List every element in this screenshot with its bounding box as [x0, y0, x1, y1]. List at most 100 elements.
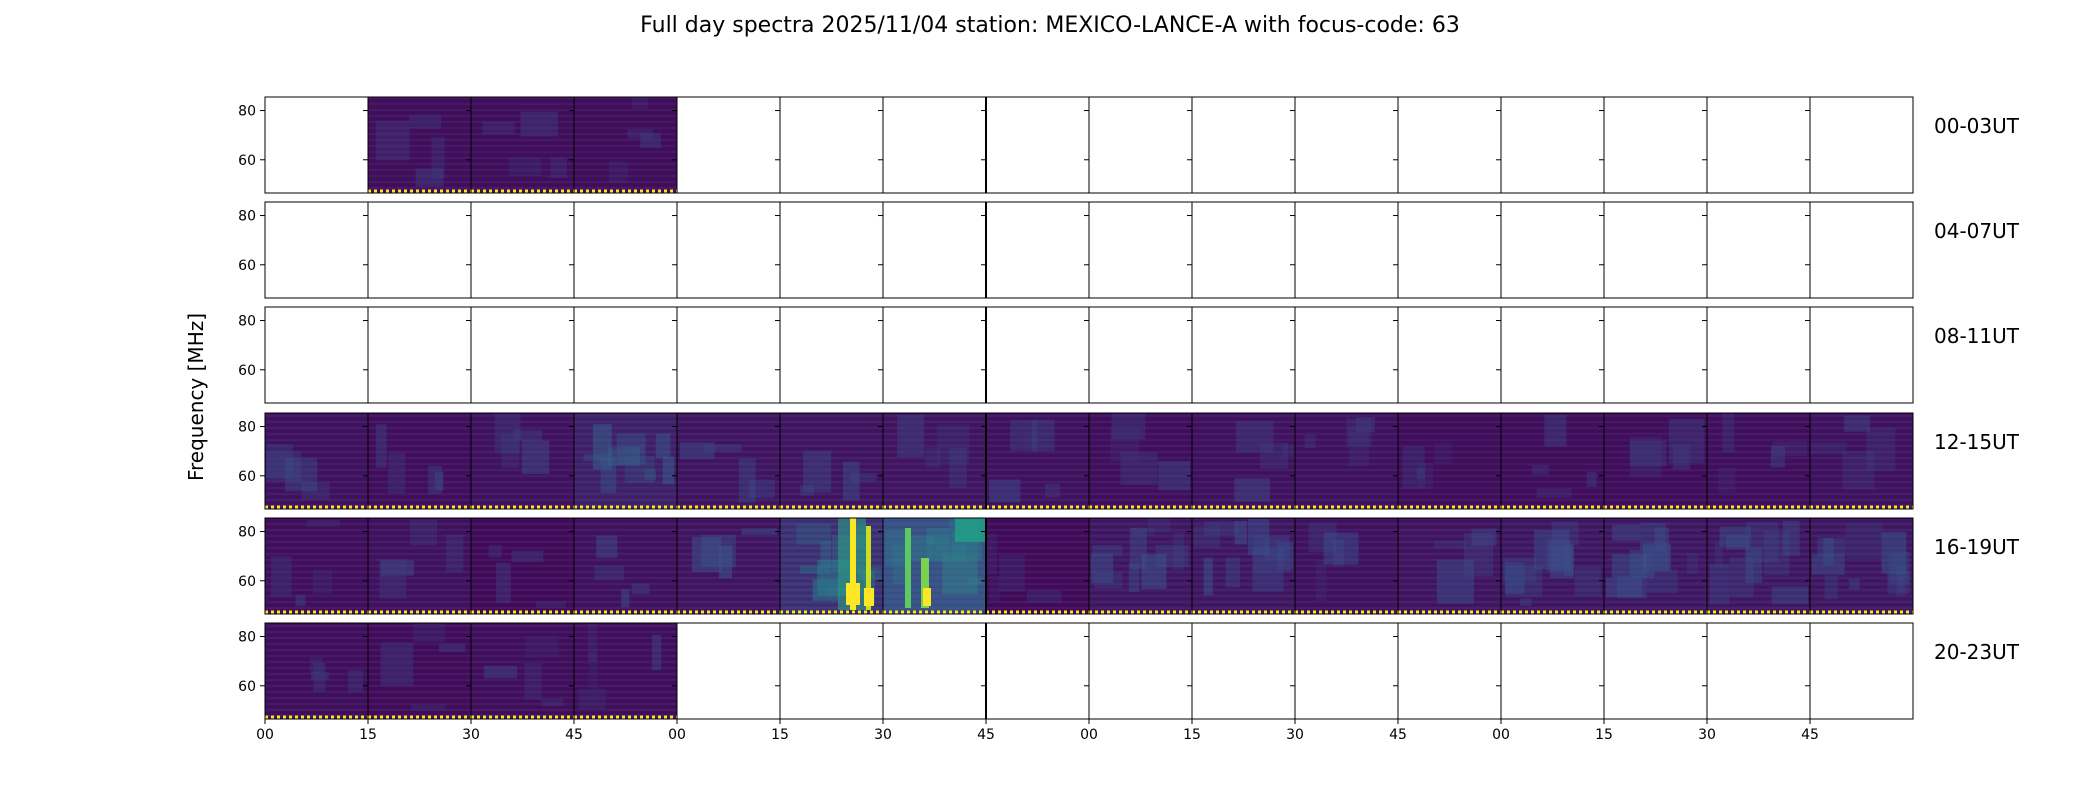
spectrum-noise	[1817, 537, 1846, 557]
spectrum-noise	[587, 623, 597, 662]
spectrum-noise	[446, 534, 464, 573]
spectrum-noise	[484, 665, 518, 679]
row-time-label: 08-11UT	[1934, 324, 2020, 348]
spectrum-noise	[1646, 569, 1678, 594]
burst-core	[864, 588, 874, 606]
spectrum-noise	[482, 121, 515, 135]
spectrum-noise	[885, 530, 906, 565]
spectrum-noise	[1770, 445, 1785, 468]
spectrum-noise	[1193, 525, 1221, 548]
spectrum-noise	[1131, 528, 1156, 536]
spectrum-noise	[1203, 558, 1213, 596]
row-20-23UT	[265, 623, 677, 719]
y-tick-label: 80	[238, 420, 256, 436]
spectrum-noise	[608, 161, 629, 184]
spectrum-noise	[1418, 463, 1433, 489]
x-tick-label: 45	[565, 727, 583, 743]
spectrum-texture	[883, 413, 986, 509]
spectrum-noise	[1234, 521, 1247, 545]
spectrum-noise	[1810, 442, 1847, 455]
spectrum-noise	[926, 527, 950, 562]
spectrum-noise	[306, 520, 340, 527]
spectrum-noise	[1544, 414, 1567, 447]
row-time-label: 12-15UT	[1934, 430, 2020, 454]
spectrum-noise	[496, 562, 511, 604]
spectrum-noise	[1536, 488, 1572, 498]
spectrum-texture	[780, 413, 883, 509]
spectrum-texture	[677, 413, 780, 509]
spectrum-noise	[521, 440, 550, 475]
spectrum-noise	[1772, 441, 1808, 457]
spectrum-noise	[1323, 532, 1359, 565]
spectrum-noise	[796, 523, 831, 545]
spectrum-noise	[431, 137, 445, 179]
row-12-15UT	[265, 413, 1913, 509]
spectrum-noise	[1010, 419, 1038, 451]
chart-title: Full day spectra 2025/11/04 station: MEX…	[640, 13, 1460, 38]
spectrum-noise	[1729, 557, 1754, 598]
spectrum-noise	[621, 588, 630, 608]
spectrum-noise	[632, 97, 648, 109]
spectrum-noise	[897, 415, 924, 458]
spectrum-noise	[600, 457, 617, 494]
spectrum-noise	[1433, 540, 1466, 549]
spectrum-noise	[1725, 534, 1749, 550]
spectrum-texture	[265, 518, 368, 614]
spectrum-noise	[1654, 527, 1669, 572]
row-frame	[264, 96, 1914, 194]
spectrum-noise	[578, 688, 606, 710]
spectrum-noise	[1253, 535, 1290, 573]
spectrum-noise	[1629, 440, 1667, 467]
spectrum-texture	[1192, 413, 1295, 509]
spectrum-noise	[1031, 419, 1055, 452]
spectrum-noise	[942, 554, 978, 595]
spectrum-noise	[380, 642, 414, 687]
y-tick-label: 60	[238, 258, 256, 274]
row-frame	[264, 412, 1914, 510]
spectrum-noise	[1141, 554, 1167, 589]
spectrum-noise	[704, 444, 742, 452]
spectrum-noise	[438, 643, 466, 653]
x-tick-label: 00	[668, 727, 686, 743]
spectrum-noise	[550, 157, 567, 179]
spectrum-noise	[588, 651, 598, 690]
x-tick-label: 30	[1286, 727, 1304, 743]
spectrum-noise	[1586, 471, 1597, 487]
burst-core	[923, 588, 931, 606]
spectrum-noise	[1304, 434, 1316, 449]
spectrum-noise	[1812, 554, 1845, 575]
x-tick-label: 15	[771, 727, 789, 743]
spectrum-noise	[1763, 530, 1790, 576]
spectrum-noise	[1534, 530, 1570, 570]
panels-layer	[265, 97, 1913, 719]
row-time-label: 16-19UT	[1934, 535, 2020, 559]
spectrum-noise	[541, 699, 564, 707]
spectrum-noise	[799, 484, 815, 496]
spectrum-noise	[347, 669, 364, 693]
spectrum-noise	[1848, 578, 1860, 590]
spectrum-noise	[718, 545, 733, 579]
spectrum-noise	[501, 434, 519, 468]
spectrum-noise	[1842, 451, 1875, 490]
spectrum-noise	[285, 457, 318, 492]
x-tick-label: 00	[256, 727, 274, 743]
spectrum-noise	[1346, 417, 1372, 447]
y-tick-label: 60	[238, 153, 256, 169]
spectrum-noise	[1259, 442, 1288, 469]
spectrum-texture	[1295, 413, 1398, 509]
spectrum-texture	[471, 518, 574, 614]
spectrum-noise	[1129, 527, 1147, 570]
spectrum-noise	[741, 528, 778, 535]
spectrum-noise	[1896, 565, 1906, 597]
y-tick-label: 80	[238, 314, 256, 330]
spectrum-noise	[1639, 522, 1666, 551]
spectrum-noise	[926, 536, 950, 545]
spectrum-noise	[1823, 537, 1834, 566]
spectrum-noise	[907, 535, 934, 562]
spectrum-noise	[1434, 442, 1452, 464]
spectrum-noise	[1128, 563, 1140, 592]
spectrum-noise	[1316, 559, 1327, 601]
spectrum-noise	[1348, 426, 1370, 467]
x-tick-label: 00	[1080, 727, 1098, 743]
